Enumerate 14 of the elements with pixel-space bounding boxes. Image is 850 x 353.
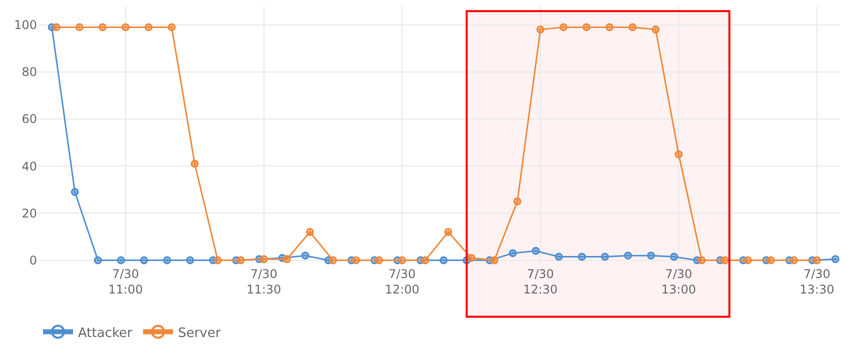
y-tick-label: 100 (14, 18, 37, 32)
y-tick-label: 0 (29, 253, 37, 268)
x-tick-label: 7/30 12:30 (523, 267, 558, 297)
y-tick-label: 40 (22, 159, 37, 174)
x-tick-label: 7/30 12:00 (384, 267, 420, 297)
x-tick-label: 7/30 11:30 (246, 267, 282, 297)
y-tick-label: 20 (22, 206, 37, 220)
y-tick-label: 80 (22, 65, 37, 80)
legend-label: Server (178, 326, 222, 341)
y-tick-label: 60 (22, 112, 37, 126)
x-tick-label: 7/30 13:00 (661, 267, 696, 297)
legend-label: Attacker (78, 326, 134, 341)
x-tick-label: 7/30 13:30 (800, 267, 834, 297)
x-tick-label: 7/30 11:00 (108, 267, 143, 297)
